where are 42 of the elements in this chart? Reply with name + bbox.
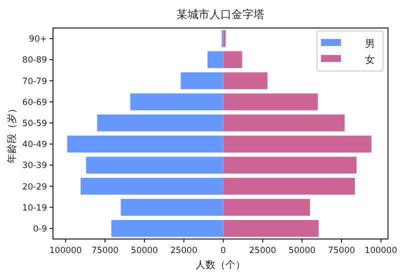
x-tick-label: 50000 xyxy=(288,246,316,256)
bar xyxy=(97,114,224,132)
x-tick-label: 25000 xyxy=(170,246,198,256)
bar xyxy=(111,220,224,237)
bar xyxy=(67,136,224,152)
y-tick-label: 80-89 xyxy=(22,56,47,66)
bar xyxy=(130,93,224,110)
x-tick-label: 100000 xyxy=(364,246,398,256)
x-tick-label: 0 xyxy=(220,246,226,256)
x-tick-label: 50000 xyxy=(130,246,158,256)
x-tick-label: 75000 xyxy=(328,246,356,256)
y-tick-label: 50-59 xyxy=(22,118,47,129)
bar xyxy=(223,72,268,90)
legend-label: 女 xyxy=(365,54,375,66)
bar xyxy=(223,114,345,132)
y-tick-label: 10-19 xyxy=(22,203,47,214)
bar xyxy=(80,178,224,195)
y-tick-label: 60-69 xyxy=(22,98,47,108)
x-tick-label: 75000 xyxy=(92,246,119,256)
x-tick-label: 100000 xyxy=(49,246,82,256)
y-tick-label: 40-49 xyxy=(22,140,47,150)
legend-label: 男 xyxy=(365,39,375,50)
y-tick-label: 90+ xyxy=(29,34,47,45)
y-tick-label: 70-79 xyxy=(22,76,47,87)
bar xyxy=(207,51,224,68)
y-tick-label: 30-39 xyxy=(22,161,47,172)
bar xyxy=(86,156,224,174)
bar xyxy=(223,156,356,174)
bar xyxy=(223,51,242,68)
bar xyxy=(180,72,224,90)
bar xyxy=(223,93,318,110)
y-tick-label: 0-9 xyxy=(33,224,47,234)
bar xyxy=(223,136,372,152)
bar xyxy=(223,198,310,216)
y-tick-label: 20-29 xyxy=(22,182,47,192)
x-tick-label: 25000 xyxy=(249,246,276,256)
bar xyxy=(223,220,319,237)
bar xyxy=(223,178,355,195)
x-axis-title: 人数（个） xyxy=(196,259,246,271)
y-axis-title: 年龄段（岁） xyxy=(6,104,18,164)
chart-title: 某城市人口金字塔 xyxy=(176,8,264,21)
bar xyxy=(120,198,224,216)
